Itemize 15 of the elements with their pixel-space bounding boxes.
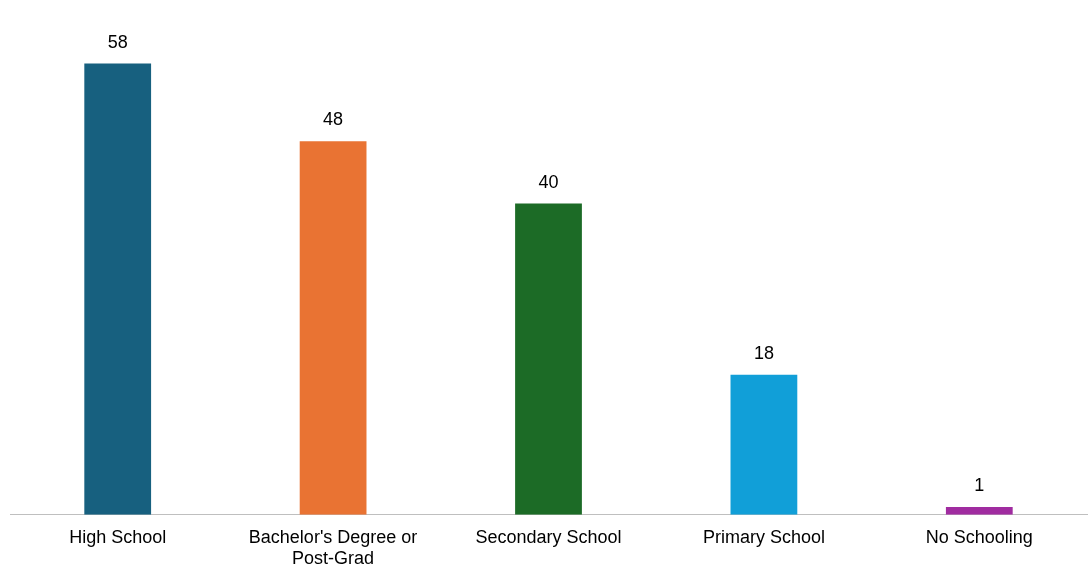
bar: [84, 63, 152, 515]
x-tick-label: Secondary School: [475, 526, 622, 547]
x-tick-label: Primary School: [702, 526, 825, 547]
bar: [515, 203, 582, 515]
bar: [730, 374, 798, 515]
x-tick-label: High School: [69, 526, 167, 547]
x-tick-label: Bachelor's Degree or Post-Grad: [248, 526, 418, 569]
data-label: 48: [323, 109, 344, 130]
data-label: 1: [974, 474, 985, 495]
data-label: 58: [107, 31, 128, 52]
x-tick-label: No Schooling: [925, 526, 1033, 547]
bar: [299, 141, 367, 515]
data-label: 40: [538, 171, 559, 192]
data-label: 18: [753, 342, 774, 363]
bar: [945, 507, 1013, 515]
